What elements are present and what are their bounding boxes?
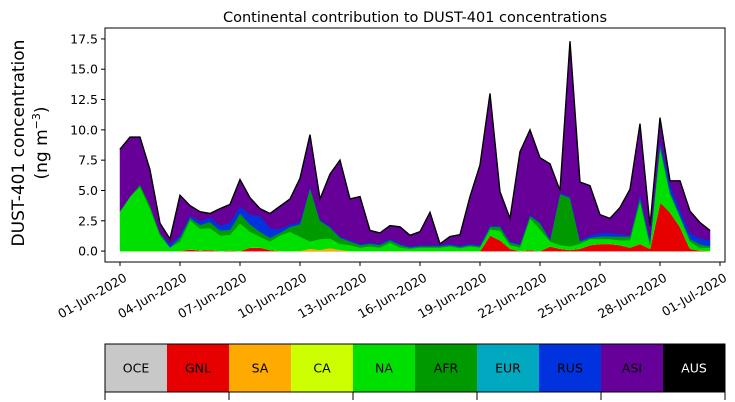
x-tick-label: 01-Jul-2020 — [659, 270, 729, 319]
legend-swatch-ca — [291, 344, 353, 392]
legend-label-na: NA — [375, 361, 393, 376]
stacked-areas — [119, 41, 711, 252]
y-tick-label: 10.0 — [70, 122, 98, 137]
legend-label-eur: EUR — [495, 361, 521, 376]
legend-label-ca: CA — [313, 361, 331, 376]
chart-title: Continental contribution to DUST-401 con… — [223, 10, 607, 26]
y-axis-label-line2: (ng m−3) — [30, 106, 52, 179]
legend-swatch-oce — [105, 344, 167, 392]
y-tick-label: 12.5 — [70, 92, 98, 107]
plot-frame — [104, 27, 726, 263]
y-tick-label: 5.0 — [78, 183, 98, 198]
y-axis-ticks: 0.0 2.5 5.0 7.5 10.0 12.5 15.0 17.5 — [70, 31, 105, 259]
legend-swatch-eur — [477, 344, 539, 392]
legend-label-asi: ASI — [622, 361, 642, 376]
y-tick-label: 2.5 — [78, 213, 98, 228]
legend-label-aus: AUS — [681, 361, 707, 376]
x-axis-ticks: 01-Jun-202004-Jun-202007-Jun-202010-Jun-… — [55, 262, 729, 321]
legend-swatch-asi — [601, 344, 663, 392]
legend-frame — [104, 343, 726, 393]
total-outline — [119, 41, 711, 245]
legend-swatch-aus — [663, 344, 725, 392]
legend-swatch-afr — [415, 344, 477, 392]
y-tick-label: 17.5 — [70, 31, 98, 46]
y-tick-label: 15.0 — [70, 62, 98, 77]
legend-label-afr: AFR — [434, 361, 459, 376]
colorbar-legend: OCE GNL SA CA NA AFR EUR RUS ASI AUS — [104, 343, 726, 400]
legend-swatch-rus — [539, 344, 601, 392]
area-asi — [119, 41, 711, 247]
y-tick-label: 0.0 — [78, 244, 98, 259]
legend-swatch-sa — [229, 344, 291, 392]
y-axis-label-line1: DUST-401 concentration — [9, 40, 29, 247]
legend-label-gnl: GNL — [185, 361, 211, 376]
legend-label-oce: OCE — [123, 361, 150, 376]
y-tick-label: 7.5 — [78, 153, 98, 168]
legend-swatch-na — [353, 344, 415, 392]
legend-label-sa: SA — [252, 361, 269, 376]
legend-label-rus: RUS — [557, 361, 583, 376]
x-tick-label: 28-Jun-2020 — [595, 270, 669, 321]
legend-swatch-gnl — [167, 344, 229, 392]
